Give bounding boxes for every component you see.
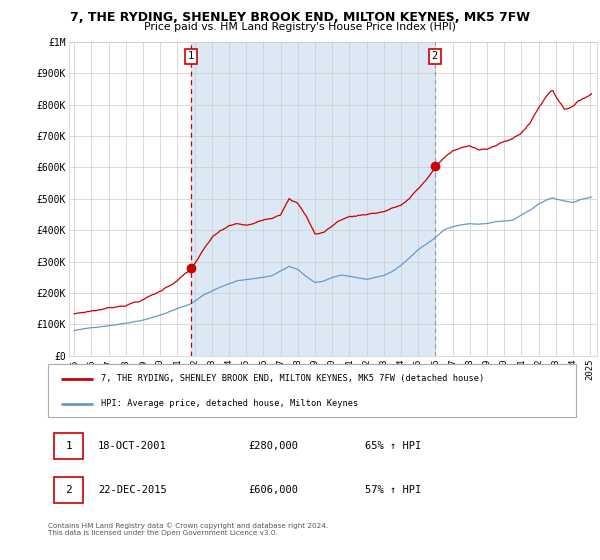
Text: HPI: Average price, detached house, Milton Keynes: HPI: Average price, detached house, Milt… bbox=[101, 399, 358, 408]
FancyBboxPatch shape bbox=[55, 477, 83, 503]
Text: Contains HM Land Registry data © Crown copyright and database right 2024.
This d: Contains HM Land Registry data © Crown c… bbox=[48, 522, 328, 535]
Text: 57% ↑ HPI: 57% ↑ HPI bbox=[365, 486, 421, 495]
Text: 7, THE RYDING, SHENLEY BROOK END, MILTON KEYNES, MK5 7FW (detached house): 7, THE RYDING, SHENLEY BROOK END, MILTON… bbox=[101, 375, 484, 384]
Text: Price paid vs. HM Land Registry's House Price Index (HPI): Price paid vs. HM Land Registry's House … bbox=[144, 22, 456, 32]
Text: £606,000: £606,000 bbox=[248, 486, 299, 495]
Text: 22-DEC-2015: 22-DEC-2015 bbox=[98, 486, 167, 495]
Text: 18-OCT-2001: 18-OCT-2001 bbox=[98, 441, 167, 451]
Text: 2: 2 bbox=[65, 486, 72, 495]
Text: 2: 2 bbox=[431, 51, 438, 61]
Text: 7, THE RYDING, SHENLEY BROOK END, MILTON KEYNES, MK5 7FW: 7, THE RYDING, SHENLEY BROOK END, MILTON… bbox=[70, 11, 530, 24]
Text: £280,000: £280,000 bbox=[248, 441, 299, 451]
FancyBboxPatch shape bbox=[55, 433, 83, 459]
Text: 1: 1 bbox=[188, 51, 194, 61]
Text: 65% ↑ HPI: 65% ↑ HPI bbox=[365, 441, 421, 451]
Text: 1: 1 bbox=[65, 441, 72, 451]
Bar bbox=[191, 42, 435, 356]
FancyBboxPatch shape bbox=[48, 364, 576, 417]
